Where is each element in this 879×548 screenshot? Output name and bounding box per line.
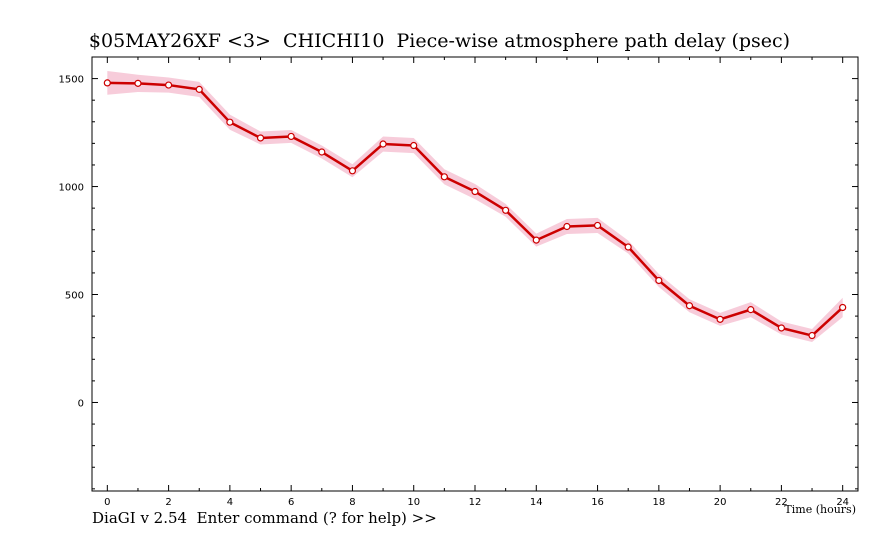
data-point <box>226 118 234 126</box>
data-point <box>287 132 295 141</box>
data-point <box>593 221 602 230</box>
y-tick-label: 1500 <box>59 75 84 86</box>
x-tick-label: 22 <box>775 497 788 508</box>
x-tick-label: 20 <box>714 497 727 508</box>
series-line <box>107 81 844 337</box>
data-point <box>318 148 326 156</box>
data-point <box>563 222 571 231</box>
y-tick-label: 1000 <box>59 183 84 194</box>
x-tick-label: 2 <box>165 497 171 508</box>
plot-title: $05MAY26XF <3> CHICHI10 Piece-wise atmos… <box>88 30 791 52</box>
y-tick-label: 500 <box>65 291 84 302</box>
plot-frame <box>91 56 859 492</box>
error-band <box>107 71 843 343</box>
command-prompt[interactable]: DiaGI v 2.54 Enter command (? for help) … <box>92 509 437 527</box>
data-point <box>256 134 265 142</box>
data-point <box>195 85 203 93</box>
data-point <box>777 324 786 332</box>
x-tick-label: 16 <box>591 497 604 508</box>
y-tick-label: 0 <box>78 398 84 409</box>
data-point <box>471 187 479 196</box>
data-point <box>502 206 510 214</box>
x-tick-label: 14 <box>530 497 543 508</box>
x-axis-title: Time (hours) <box>784 503 856 516</box>
data-point <box>808 331 816 340</box>
x-tick-label: 4 <box>227 497 233 508</box>
data-point <box>839 303 847 312</box>
x-tick-label: 18 <box>652 497 665 508</box>
data-point <box>532 236 540 244</box>
x-tick-label: 0 <box>104 497 110 508</box>
data-point <box>165 81 173 89</box>
data-point <box>134 79 142 87</box>
data-point <box>348 167 357 175</box>
data-point <box>624 243 632 251</box>
x-tick-label: 12 <box>469 497 482 508</box>
data-point <box>716 315 724 323</box>
data-point <box>685 302 694 310</box>
x-tick-label: 24 <box>836 497 849 508</box>
x-tick-label: 10 <box>407 497 420 508</box>
data-point <box>410 141 418 150</box>
data-point <box>747 306 755 314</box>
x-tick-label: 6 <box>288 497 294 508</box>
data-point <box>440 173 448 181</box>
data-point <box>379 140 387 148</box>
data-point <box>103 79 111 87</box>
data-point <box>655 276 663 285</box>
x-tick-label: 8 <box>349 497 355 508</box>
